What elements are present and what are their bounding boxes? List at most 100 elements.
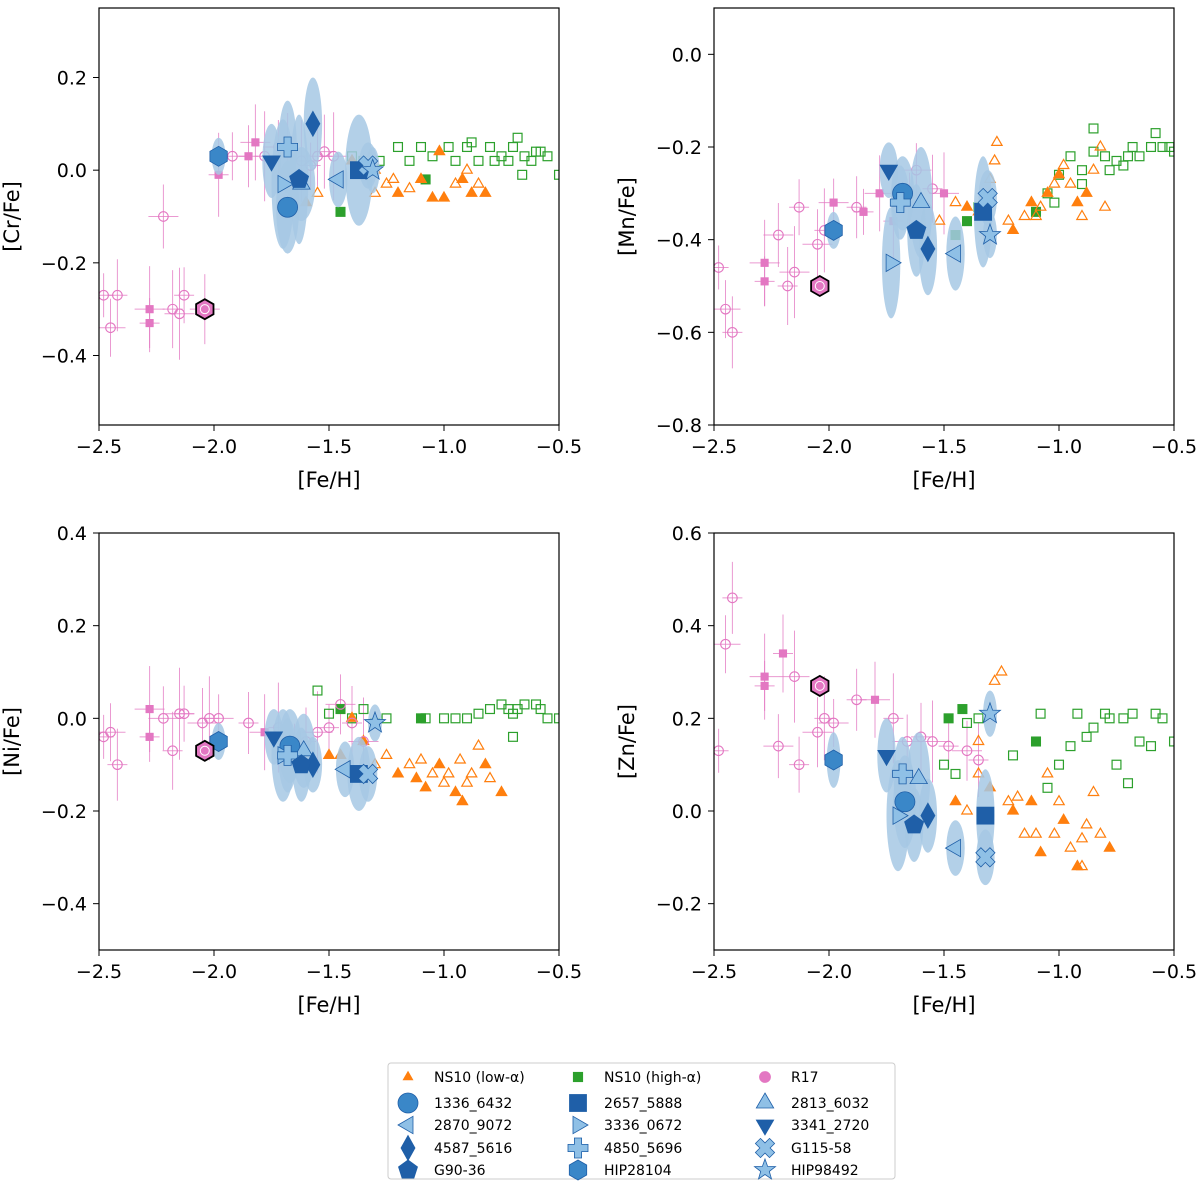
legend-item: 3341_2720: [755, 1118, 869, 1136]
ns10-low-point: [1080, 186, 1093, 197]
ns10-low-point: [311, 186, 324, 197]
x-tick-label: −2.0: [191, 961, 237, 983]
ns10-low-point: [1006, 223, 1020, 234]
star-HIP98492: [978, 222, 1002, 245]
ns10-high-point: [553, 169, 559, 180]
highlight-inner: [199, 745, 210, 756]
y-tick-label: 0.4: [57, 523, 87, 545]
legend-marker: [568, 1159, 588, 1181]
r17-point: [145, 318, 154, 328]
ns10-low-point: [414, 172, 428, 183]
ns10-low-point: [1034, 200, 1047, 211]
plot-area: [714, 123, 1174, 369]
plot-area: [99, 77, 559, 360]
ns10-low-point: [1002, 213, 1015, 225]
legend-item: HIP28104: [568, 1159, 672, 1181]
legend-label: 4587_5616: [434, 1141, 512, 1157]
r17-point: [243, 717, 254, 729]
ns10-high-point: [1150, 128, 1161, 139]
x-tick-label: −2.5: [691, 961, 737, 983]
legend-item: R17: [759, 1070, 819, 1086]
legend-item: NS10 (low-α): [402, 1070, 525, 1086]
highlight-hexagon-marker: [195, 739, 215, 762]
ns10-low-point: [960, 200, 974, 211]
y-axis-label: [Ni/Fe]: [0, 707, 24, 776]
r17-point: [760, 681, 769, 690]
ns10-high-point: [1042, 782, 1053, 793]
ns10-high-point: [1065, 151, 1076, 162]
ns10-high-point: [1088, 722, 1099, 733]
ns10-high-point: [473, 155, 484, 166]
ns10-low-point: [1002, 794, 1015, 806]
ns10-low-point: [414, 752, 428, 764]
ns10-high-point: [438, 713, 450, 724]
r17-point: [174, 308, 185, 320]
ns10-high-point: [381, 713, 392, 724]
ns10-low-point: [495, 785, 508, 797]
x-tick-label: −1.5: [306, 961, 352, 983]
ns10-high-point: [1157, 141, 1168, 153]
y-tick-label: 0.2: [672, 708, 702, 730]
ns10-low-point: [456, 794, 469, 806]
star-2870_9072: [944, 838, 961, 858]
y-tick-label: 0.4: [672, 616, 702, 638]
legend-marker: [402, 1070, 414, 1081]
ns10-low-point: [437, 190, 451, 202]
ns10-low-point: [1057, 158, 1070, 170]
ns10-low-point: [960, 803, 974, 815]
r17-point: [961, 745, 973, 757]
r17-point: [773, 740, 784, 752]
x-tick-label: −2.5: [76, 961, 122, 983]
ns10-low-point: [1094, 827, 1107, 838]
ns10-high-point: [542, 151, 553, 162]
ns10-low-point: [1080, 817, 1093, 829]
r17-point: [973, 754, 984, 766]
r17-point: [174, 708, 185, 720]
r17-point: [789, 671, 800, 682]
ns10-low-point: [933, 213, 946, 225]
x-tick-label: −1.5: [306, 436, 352, 458]
legend-item: 3336_0672: [572, 1115, 682, 1135]
r17-point: [720, 303, 731, 315]
legend-marker: [567, 1137, 589, 1159]
y-axis-label: [Zn/Fe]: [615, 704, 639, 779]
r17-point: [167, 745, 178, 757]
plot-area: [714, 561, 1174, 886]
legend-marker: [755, 1092, 775, 1109]
x-tick-label: −1.0: [421, 961, 467, 983]
ns10-high-point: [427, 151, 438, 162]
legend-label: 3341_2720: [791, 1118, 869, 1134]
ns10-low-point: [972, 734, 985, 746]
r17-point: [112, 759, 123, 771]
r17-point: [105, 726, 116, 738]
ns10-low-point: [403, 757, 416, 769]
ns10-low-point: [990, 135, 1004, 146]
legend-marker: [755, 1119, 775, 1136]
r17-point: [859, 207, 868, 216]
x-tick-label: −2.5: [691, 436, 737, 458]
ns10-high-point: [415, 141, 427, 153]
r17-point: [145, 305, 154, 314]
r17-point: [870, 695, 880, 704]
ns10-high-point: [1053, 759, 1065, 770]
legend-item: 2870_9072: [397, 1115, 512, 1135]
ns10-low-point: [433, 144, 446, 156]
ns10-high-point: [507, 141, 519, 153]
r17-point: [819, 712, 830, 724]
x-tick-label: −2.5: [76, 436, 122, 458]
r17-point: [851, 694, 862, 706]
r17-point: [158, 211, 169, 222]
ns10-low-point: [410, 771, 423, 783]
x-tick-label: −1.0: [1036, 436, 1082, 458]
legend-item: 1336_6432: [397, 1092, 512, 1114]
ns10-low-point: [1025, 794, 1038, 806]
ns10-high-point: [542, 713, 553, 724]
ns10-high-point: [553, 713, 559, 724]
r17-point: [812, 726, 823, 738]
legend-label: 2657_5888: [604, 1096, 682, 1112]
r17-point: [943, 740, 954, 752]
ns10-low-point: [1057, 813, 1070, 824]
ns10-low-point: [1018, 209, 1031, 221]
star-HIP98492: [361, 158, 385, 181]
